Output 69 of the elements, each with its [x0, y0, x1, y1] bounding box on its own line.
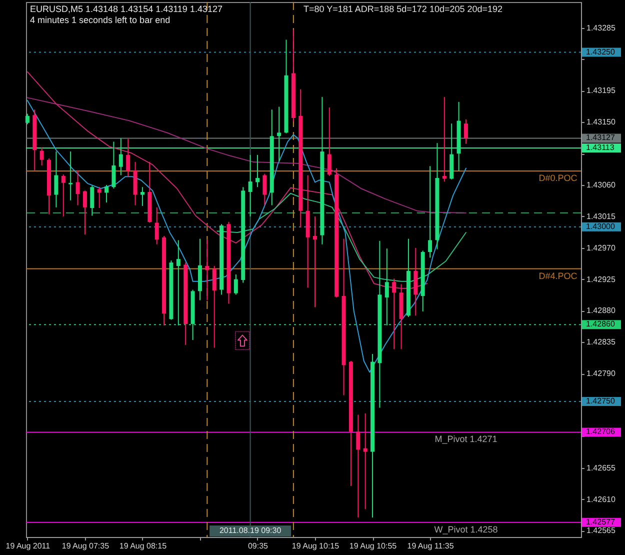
y-tick-label: 1.42565	[586, 526, 616, 536]
candlestick	[61, 174, 66, 217]
line-series	[26, 97, 466, 214]
candlestick	[176, 240, 180, 326]
candlestick	[327, 106, 332, 176]
candlestick	[25, 113, 30, 125]
candlestick	[126, 138, 130, 178]
annotation: D#4.POC	[538, 270, 578, 281]
candlestick	[76, 170, 80, 206]
chart-title: EURUSD,M5 1.43148 1.43154 1.43119 1.43127	[30, 4, 222, 14]
ref-line-label: 1.42750	[586, 396, 616, 406]
candlestick	[104, 184, 109, 203]
text: 4 minutes 1 seconds left to bar end	[30, 15, 170, 25]
y-tick-label: 1.42925	[586, 274, 616, 284]
x-tick-label: 19 Aug 10:15	[292, 542, 340, 550]
candlestick	[392, 278, 396, 350]
x-tick-label: 19 Aug 11:35	[407, 542, 454, 550]
annotation: M_Pivot 1.4271	[434, 434, 498, 444]
annotation: W_Pivot 1.4258	[434, 524, 498, 534]
y-tick-label: 1.42880	[586, 306, 616, 316]
candlestick	[234, 274, 238, 296]
y-tick-label: 1.43195	[586, 86, 616, 96]
candlestick	[384, 248, 389, 326]
y-tick-label: 1.43060	[586, 180, 616, 190]
candlestick	[154, 206, 159, 245]
ref-line-label: 1.42860	[586, 320, 616, 329]
y-tick-label: 1.42610	[586, 494, 616, 504]
ref-line-label: 1.42706	[586, 427, 616, 436]
x-tick-label: 19 Aug 2011	[6, 542, 51, 550]
y-tick-label: 1.42790	[586, 369, 616, 378]
x-tick-label: 19 Aug 10:55	[349, 542, 398, 550]
y-tick-label: 1.43015	[586, 212, 616, 221]
y-tick-label: 1.43285	[586, 23, 616, 32]
candlestick	[90, 185, 94, 216]
candlestick	[248, 154, 252, 217]
candlestick	[205, 238, 210, 301]
candlestick	[255, 154, 260, 188]
candlestick	[97, 186, 102, 209]
candlestick	[428, 166, 432, 258]
line-series	[26, 100, 466, 373]
candlestick	[313, 216, 318, 308]
candlestick	[54, 150, 58, 208]
candlestick	[414, 247, 418, 316]
annotation: T=80 Y=181 ADR=188 5d=172 10d=205 20d=192	[304, 4, 503, 14]
candlestick	[118, 138, 123, 176]
annotation: D#0.POC	[538, 173, 578, 184]
candlestick	[40, 146, 44, 166]
line-series	[216, 192, 466, 282]
y-tick-label: 1.43150	[586, 118, 616, 127]
candlestick	[140, 186, 144, 206]
candlestick	[68, 150, 73, 201]
ref-line-label: 1.42577	[586, 517, 616, 526]
y-tick-label: 1.42655	[586, 463, 616, 472]
x-tick-label: 19 Aug 08:15	[119, 542, 168, 550]
candlestick	[356, 414, 360, 518]
candlestick	[464, 118, 468, 144]
candlestick	[112, 141, 116, 189]
x-tick-label: 19 Aug 07:35	[62, 542, 110, 550]
candlestick	[363, 412, 368, 510]
ref-line-label: 1.43250	[586, 47, 616, 56]
ref-line-label: 2011.08.19 09:30	[219, 526, 282, 535]
ref-line-label: 1.43000	[586, 222, 616, 231]
x-tick-label: 09:35	[248, 542, 269, 550]
candlestick	[277, 106, 282, 162]
y-tick-label: 1.42970	[586, 243, 616, 252]
candlestick	[212, 266, 216, 348]
candlestick	[262, 173, 267, 206]
y-tick-label: 1.42835	[586, 338, 616, 347]
candlestick	[82, 190, 87, 236]
